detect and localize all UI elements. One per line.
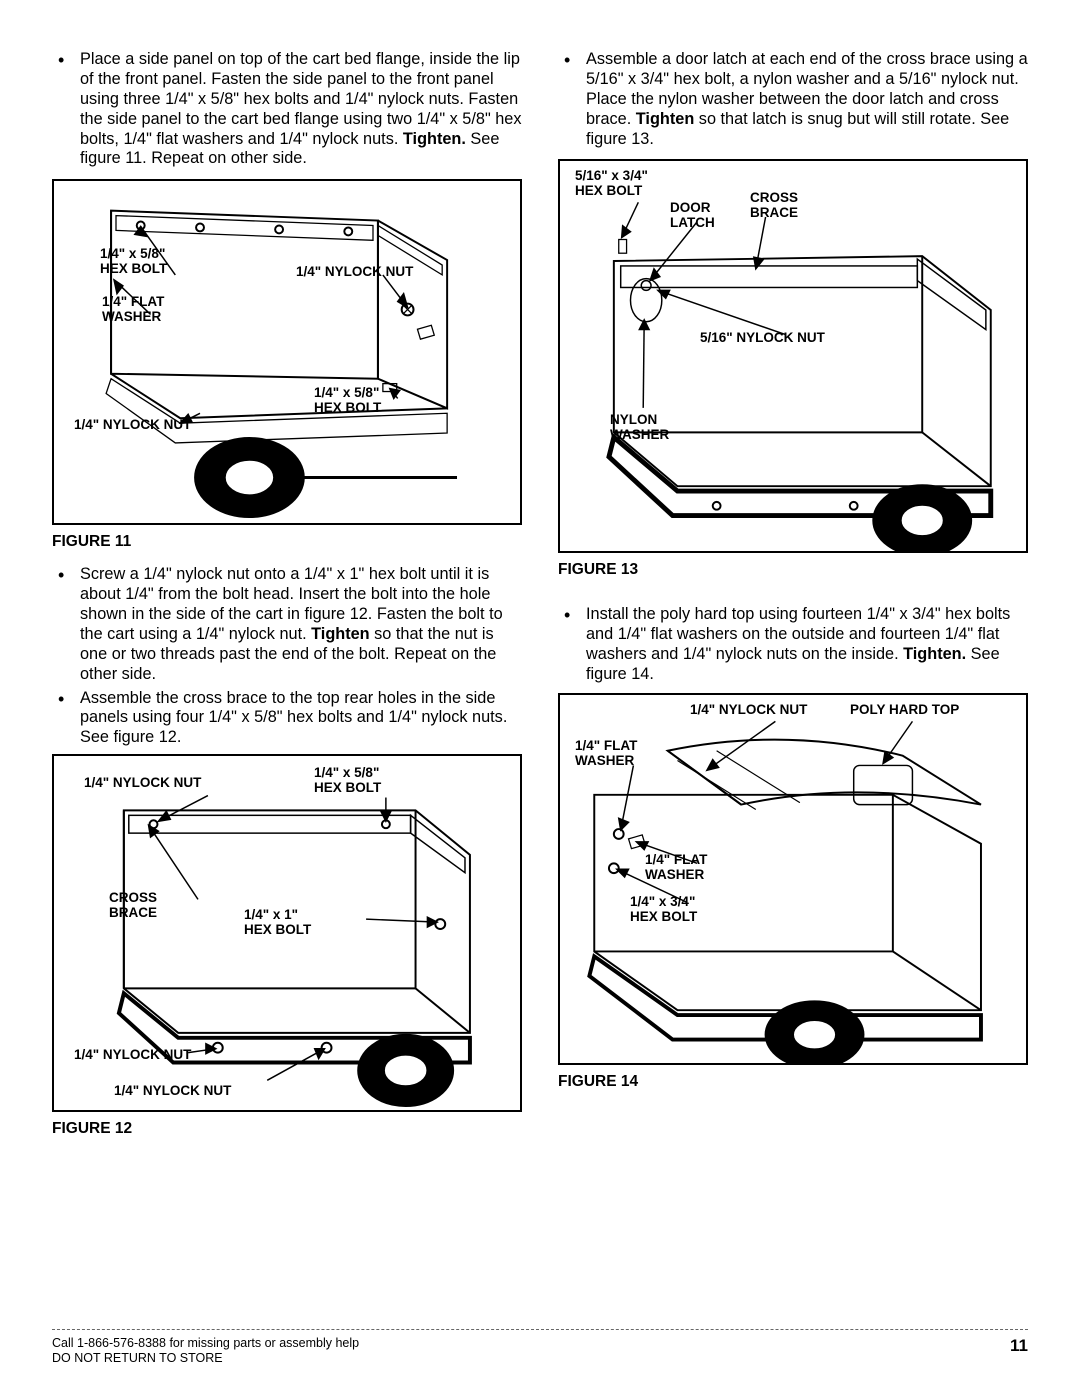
instruction-list-left-1: Place a side panel on top of the cart be… bbox=[52, 50, 522, 169]
fig12-label-hex1: 1/4" x 1" HEX BOLT bbox=[244, 908, 311, 938]
instruction-step: Install the poly hard top using fourteen… bbox=[586, 605, 1028, 685]
figure-14-caption: FIGURE 14 bbox=[558, 1073, 1028, 1091]
fig11-label-nylock-bl: 1/4" NYLOCK NUT bbox=[74, 418, 191, 433]
figure-14-box: 1/4" NYLOCK NUT POLY HARD TOP 1/4" FLAT … bbox=[558, 693, 1028, 1065]
fig12-label-nylock-bl: 1/4" NYLOCK NUT bbox=[74, 1048, 191, 1063]
footer-help-line: Call 1-866-576-8388 for missing parts or… bbox=[52, 1336, 359, 1352]
fig14-label-poly: POLY HARD TOP bbox=[850, 703, 959, 718]
fig11-label-nylock-tr: 1/4" NYLOCK NUT bbox=[296, 265, 413, 280]
figure-11-caption: FIGURE 11 bbox=[52, 533, 522, 551]
fig12-label-hex58: 1/4" x 5/8" HEX BOLT bbox=[314, 766, 381, 796]
page-number: 11 bbox=[1010, 1336, 1028, 1356]
fig12-label-nylock-b: 1/4" NYLOCK NUT bbox=[114, 1084, 231, 1099]
footer-return-line: DO NOT RETURN TO STORE bbox=[52, 1351, 359, 1367]
left-column: Place a side panel on top of the cart be… bbox=[52, 50, 522, 1152]
figure-11-svg bbox=[54, 181, 520, 523]
fig11-label-flat-washer: 1/4" FLAT WASHER bbox=[102, 295, 164, 325]
figure-11-box: 1/4" x 5/8" HEX BOLT 1/4" FLAT WASHER 1/… bbox=[52, 179, 522, 525]
instruction-step: Place a side panel on top of the cart be… bbox=[80, 50, 522, 169]
instruction-list-right-2: Install the poly hard top using fourteen… bbox=[558, 605, 1028, 685]
fig11-label-hexbolt-tl: 1/4" x 5/8" HEX BOLT bbox=[100, 247, 167, 277]
fig13-label-nylock516: 5/16" NYLOCK NUT bbox=[700, 331, 825, 346]
figure-12-box: 1/4" NYLOCK NUT 1/4" x 5/8" HEX BOLT CRO… bbox=[52, 754, 522, 1112]
right-column: Assemble a door latch at each end of the… bbox=[558, 50, 1028, 1152]
instruction-step: Assemble the cross brace to the top rear… bbox=[80, 689, 522, 749]
figure-13-box: 5/16" x 3/4" HEX BOLT DOOR LATCH CROSS B… bbox=[558, 159, 1028, 553]
fig14-label-flat-m: 1/4" FLAT WASHER bbox=[645, 853, 707, 883]
fig13-label-hex516: 5/16" x 3/4" HEX BOLT bbox=[575, 169, 648, 199]
instruction-step: Assemble a door latch at each end of the… bbox=[586, 50, 1028, 149]
fig13-label-nylon-washer: NYLON WASHER bbox=[610, 413, 669, 443]
fig12-label-nylock-tl: 1/4" NYLOCK NUT bbox=[84, 776, 201, 791]
fig14-label-hex34: 1/4" x 3/4" HEX BOLT bbox=[630, 895, 697, 925]
instruction-list-right-1: Assemble a door latch at each end of the… bbox=[558, 50, 1028, 149]
fig14-label-flat-t: 1/4" FLAT WASHER bbox=[575, 739, 637, 769]
instruction-step: Screw a 1/4" nylock nut onto a 1/4" x 1"… bbox=[80, 565, 522, 684]
figure-13-caption: FIGURE 13 bbox=[558, 561, 1028, 579]
fig13-label-door-latch: DOOR LATCH bbox=[670, 201, 715, 231]
page-footer: Call 1-866-576-8388 for missing parts or… bbox=[52, 1329, 1028, 1367]
figure-12-caption: FIGURE 12 bbox=[52, 1120, 522, 1138]
fig13-label-cross-brace: CROSS BRACE bbox=[750, 191, 798, 221]
fig14-label-nylock: 1/4" NYLOCK NUT bbox=[690, 703, 807, 718]
fig11-label-hexbolt-r: 1/4" x 5/8" HEX BOLT bbox=[314, 386, 381, 416]
fig12-label-cross-brace: CROSS BRACE bbox=[109, 891, 157, 921]
instruction-list-left-2: Screw a 1/4" nylock nut onto a 1/4" x 1"… bbox=[52, 565, 522, 748]
